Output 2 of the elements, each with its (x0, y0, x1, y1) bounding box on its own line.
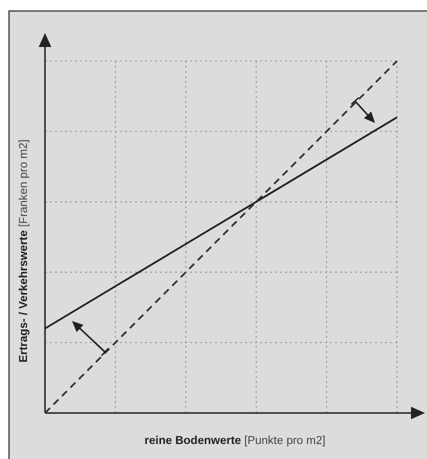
x-axis-title: reine Bodenwerte [Punkte pro m2] (144, 435, 326, 447)
y-axis-title: Ertrags- / Verkehrswerte [Franken pro m2] (18, 139, 30, 363)
